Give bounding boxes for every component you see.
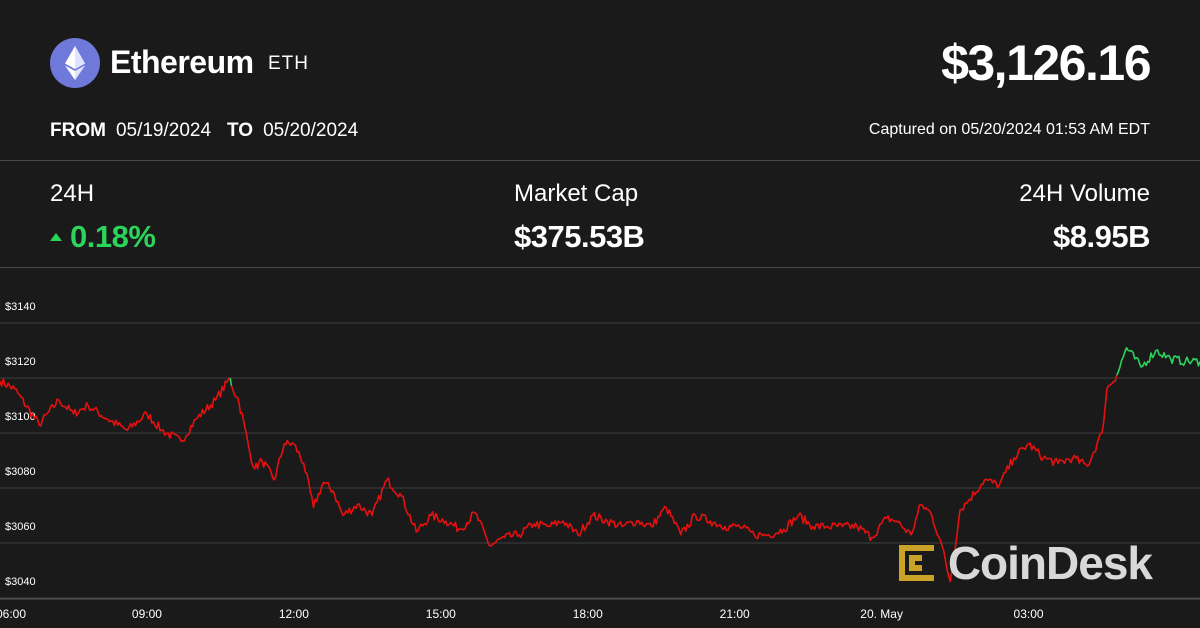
coin-name: Ethereum xyxy=(110,44,254,80)
volume-label: 24H Volume xyxy=(1019,180,1150,207)
coindesk-watermark: CoinDesk xyxy=(894,537,1153,589)
market-cap-value: $375.53B xyxy=(514,219,645,254)
change-value: 0.18% xyxy=(50,219,156,255)
price-line-up-segment xyxy=(1115,346,1200,376)
current-price: $3,126.16 xyxy=(941,35,1151,91)
x-tick-label: 12:00 xyxy=(279,607,309,621)
from-date: 05/19/2024 xyxy=(115,120,212,141)
to-date: 05/20/2024 xyxy=(263,120,359,141)
x-tick-label: 06:00 xyxy=(0,607,26,621)
to-label: TO xyxy=(227,120,254,141)
y-tick-label: $3040 xyxy=(5,576,36,588)
x-tick-label: 21:00 xyxy=(720,607,750,621)
y-tick-label: $3080 xyxy=(5,466,36,478)
captured-timestamp: Captured on 05/20/2024 01:53 AM EDT xyxy=(868,121,1150,138)
from-label: FROM xyxy=(50,120,106,141)
stats-divider xyxy=(0,267,1200,268)
x-tick-label: 03:00 xyxy=(1014,607,1044,621)
date-range: FROM 05/19/2024 TO 05/20/2024 xyxy=(50,120,374,142)
x-tick-label: 15:00 xyxy=(426,607,456,621)
y-tick-label: $3120 xyxy=(5,356,36,368)
price-line-down-segment xyxy=(230,375,1118,583)
volume-value: $8.95B xyxy=(1053,219,1150,254)
ethereum-logo-icon xyxy=(50,38,100,88)
coindesk-logo-icon xyxy=(898,545,934,581)
y-tick-label: $3100 xyxy=(5,411,36,423)
x-tick-label: 20. May xyxy=(860,607,903,621)
market-cap-label: Market Cap xyxy=(514,180,639,207)
coin-symbol: ETH xyxy=(268,53,309,74)
x-tick-label: 18:00 xyxy=(573,607,603,621)
change-label: 24H xyxy=(50,180,95,207)
price-line-up-segment xyxy=(229,377,233,386)
up-arrow-icon xyxy=(50,232,62,241)
y-tick-label: $3060 xyxy=(5,521,36,533)
y-tick-label: $3140 xyxy=(5,301,36,313)
watermark-text: CoinDesk xyxy=(947,537,1153,589)
x-tick-label: 09:00 xyxy=(132,607,162,621)
price-line-down-segment xyxy=(0,377,231,443)
header-divider xyxy=(0,160,1200,161)
change-percent: 0.18% xyxy=(70,219,156,254)
